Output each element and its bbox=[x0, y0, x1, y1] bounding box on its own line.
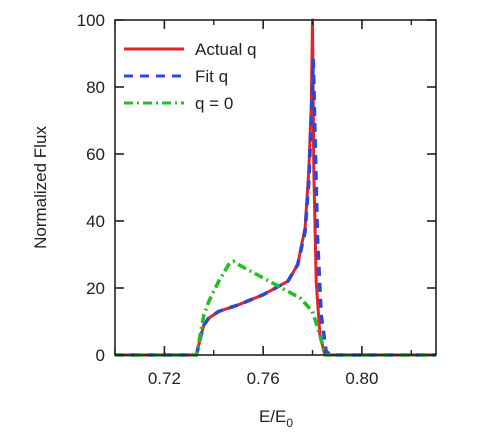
x-axis-title-main: E/E bbox=[259, 407, 286, 426]
ticks: 0 20 40 60 80 100 0.72 0.76 0.80 bbox=[77, 11, 436, 388]
series-line-1 bbox=[115, 18, 436, 357]
x-axis-title: E/E0 bbox=[259, 407, 293, 430]
legend-label-1: Actual q bbox=[195, 40, 256, 59]
y-tick-label: 100 bbox=[77, 11, 105, 30]
series-line-3 bbox=[115, 259, 436, 357]
x-axis-title-subscript: 0 bbox=[286, 416, 293, 430]
plot-lines bbox=[115, 18, 436, 357]
y-tick-label: 80 bbox=[86, 78, 105, 97]
y-tick-label: 20 bbox=[86, 279, 105, 298]
plot-frame bbox=[114, 19, 437, 356]
x-tick-label: 0.72 bbox=[148, 369, 181, 388]
series-line-2 bbox=[115, 58, 436, 357]
legend-label-2: Fit q bbox=[195, 67, 228, 86]
x-tick-label: 0.76 bbox=[247, 369, 280, 388]
legend-label-3: q = 0 bbox=[195, 94, 233, 113]
x-tick-label: 0.80 bbox=[345, 369, 378, 388]
y-tick-label: 40 bbox=[86, 212, 105, 231]
y-tick-label: 60 bbox=[86, 145, 105, 164]
y-axis-title: Normalized Flux bbox=[31, 126, 50, 249]
y-tick-label: 0 bbox=[96, 346, 105, 365]
legend: Actual q Fit q q = 0 bbox=[124, 40, 256, 113]
